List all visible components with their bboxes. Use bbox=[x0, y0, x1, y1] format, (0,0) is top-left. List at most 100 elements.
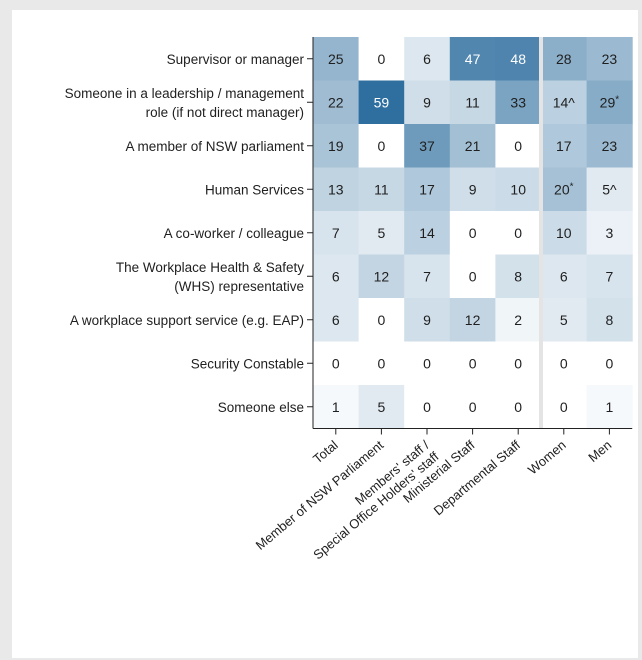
heatmap-cell bbox=[404, 254, 451, 299]
cell-value-label: 17 bbox=[556, 138, 572, 154]
cell-value-label: 0 bbox=[423, 399, 431, 415]
heatmap-cell bbox=[449, 341, 496, 386]
heatmap-cell bbox=[495, 124, 542, 168]
heatmap-cell bbox=[495, 211, 542, 255]
row-label: A member of NSW parliament bbox=[125, 139, 304, 154]
row-label: Security Constable bbox=[191, 356, 304, 371]
cell-value-label: 0 bbox=[469, 268, 477, 284]
heatmap-cell bbox=[586, 167, 633, 212]
heatmap-cell bbox=[495, 385, 542, 429]
cell-value-label: 47 bbox=[465, 51, 481, 67]
cell-value-label: 14 bbox=[419, 225, 435, 241]
heatmap-cell bbox=[586, 254, 633, 299]
cell-value-label: 1 bbox=[606, 399, 614, 415]
heatmap-cell bbox=[358, 254, 405, 299]
cell-value-label: 14^ bbox=[553, 94, 576, 110]
cell-value-label: 0 bbox=[514, 138, 522, 154]
heatmap-cell bbox=[313, 37, 360, 81]
cell-value-label: 0 bbox=[332, 355, 340, 371]
row-label: Someone in a leadership / management role… bbox=[65, 86, 305, 120]
cell-value-label: 22 bbox=[328, 94, 344, 110]
cell-value-label: 19 bbox=[328, 138, 344, 154]
heatmap-cell bbox=[586, 124, 633, 168]
heatmap-cell bbox=[449, 124, 496, 168]
cell-value-label: 20* bbox=[554, 181, 574, 197]
heatmap-cell bbox=[541, 80, 588, 125]
cell-value-label: 23 bbox=[602, 138, 618, 154]
cell-value-label: 7 bbox=[606, 268, 614, 284]
heatmap-cell bbox=[541, 167, 588, 212]
heatmap-cell bbox=[586, 80, 633, 125]
heatmap-cell bbox=[358, 298, 405, 342]
heatmap-cell bbox=[313, 80, 360, 125]
cell-value-label: 0 bbox=[469, 225, 477, 241]
heatmap-cell bbox=[541, 124, 588, 168]
heatmap-cell bbox=[586, 298, 633, 342]
heatmap-cell bbox=[586, 37, 633, 81]
cell-value-label: 10 bbox=[556, 225, 572, 241]
heatmap-cell bbox=[358, 167, 405, 212]
cell-value-label: 0 bbox=[423, 355, 431, 371]
cell-value-label: 0 bbox=[560, 355, 568, 371]
cell-value-label: 2 bbox=[514, 312, 522, 328]
cell-value-label: 6 bbox=[423, 51, 431, 67]
heatmap-cell bbox=[449, 254, 496, 299]
cell-value-label: 3 bbox=[606, 225, 614, 241]
cell-value-label: 0 bbox=[514, 355, 522, 371]
heatmap-cell bbox=[541, 37, 588, 81]
row-label: Supervisor or manager bbox=[167, 52, 305, 67]
cell-value-label: 9 bbox=[469, 181, 477, 197]
cell-value-label: 23 bbox=[602, 51, 618, 67]
heatmap-cell bbox=[313, 385, 360, 429]
cell-value-label: 0 bbox=[606, 355, 614, 371]
heatmap-cell bbox=[404, 385, 451, 429]
heatmap-cell bbox=[541, 211, 588, 255]
heatmap-cell bbox=[404, 37, 451, 81]
heatmap-cell bbox=[358, 385, 405, 429]
heatmap-cell bbox=[313, 254, 360, 299]
heatmap-cell bbox=[586, 385, 633, 429]
cell-value-label: 29* bbox=[600, 94, 620, 110]
heatmap-cell bbox=[541, 341, 588, 386]
cell-value-label: 0 bbox=[514, 399, 522, 415]
cell-value-label: 12 bbox=[465, 312, 481, 328]
cell-value-label: 11 bbox=[374, 181, 389, 197]
cell-value-label: 48 bbox=[510, 51, 526, 67]
heatmap-cell bbox=[495, 341, 542, 386]
heatmap-cell bbox=[404, 167, 451, 212]
heatmap-cell bbox=[495, 167, 542, 212]
cell-value-label: 5 bbox=[560, 312, 568, 328]
cells-layer bbox=[313, 37, 633, 429]
cell-value-label: 9 bbox=[423, 94, 431, 110]
cell-value-label: 0 bbox=[378, 355, 386, 371]
heatmap-cell bbox=[313, 298, 360, 342]
heatmap-cell bbox=[313, 167, 360, 212]
group-separator bbox=[539, 37, 543, 429]
heatmap-cell bbox=[404, 80, 451, 125]
row-label: Someone else bbox=[218, 400, 304, 415]
cell-value-label: 0 bbox=[514, 225, 522, 241]
heatmap-cell bbox=[449, 211, 496, 255]
cell-value-label: 6 bbox=[332, 312, 340, 328]
heatmap-cell bbox=[358, 341, 405, 386]
heatmap-cell bbox=[586, 341, 633, 386]
heatmap-cell bbox=[404, 298, 451, 342]
cell-value-label: 59 bbox=[374, 94, 390, 110]
heatmap-cell bbox=[449, 298, 496, 342]
heatmap-cell bbox=[495, 37, 542, 81]
cell-value-label: 12 bbox=[374, 268, 390, 284]
cell-value-label: 0 bbox=[469, 399, 477, 415]
cell-value-label: 8 bbox=[606, 312, 614, 328]
heatmap-cell bbox=[449, 37, 496, 81]
heatmap-cell bbox=[358, 124, 405, 168]
cell-value-label: 0 bbox=[469, 355, 477, 371]
cell-value-label: 25 bbox=[328, 51, 344, 67]
cell-value-label: 0 bbox=[378, 312, 386, 328]
cell-value-label: 0 bbox=[378, 51, 386, 67]
cell-value-label: 1 bbox=[332, 399, 340, 415]
cell-value-label: 8 bbox=[514, 268, 522, 284]
cell-value-label: 28 bbox=[556, 51, 572, 67]
cell-value-label: 13 bbox=[328, 181, 344, 197]
